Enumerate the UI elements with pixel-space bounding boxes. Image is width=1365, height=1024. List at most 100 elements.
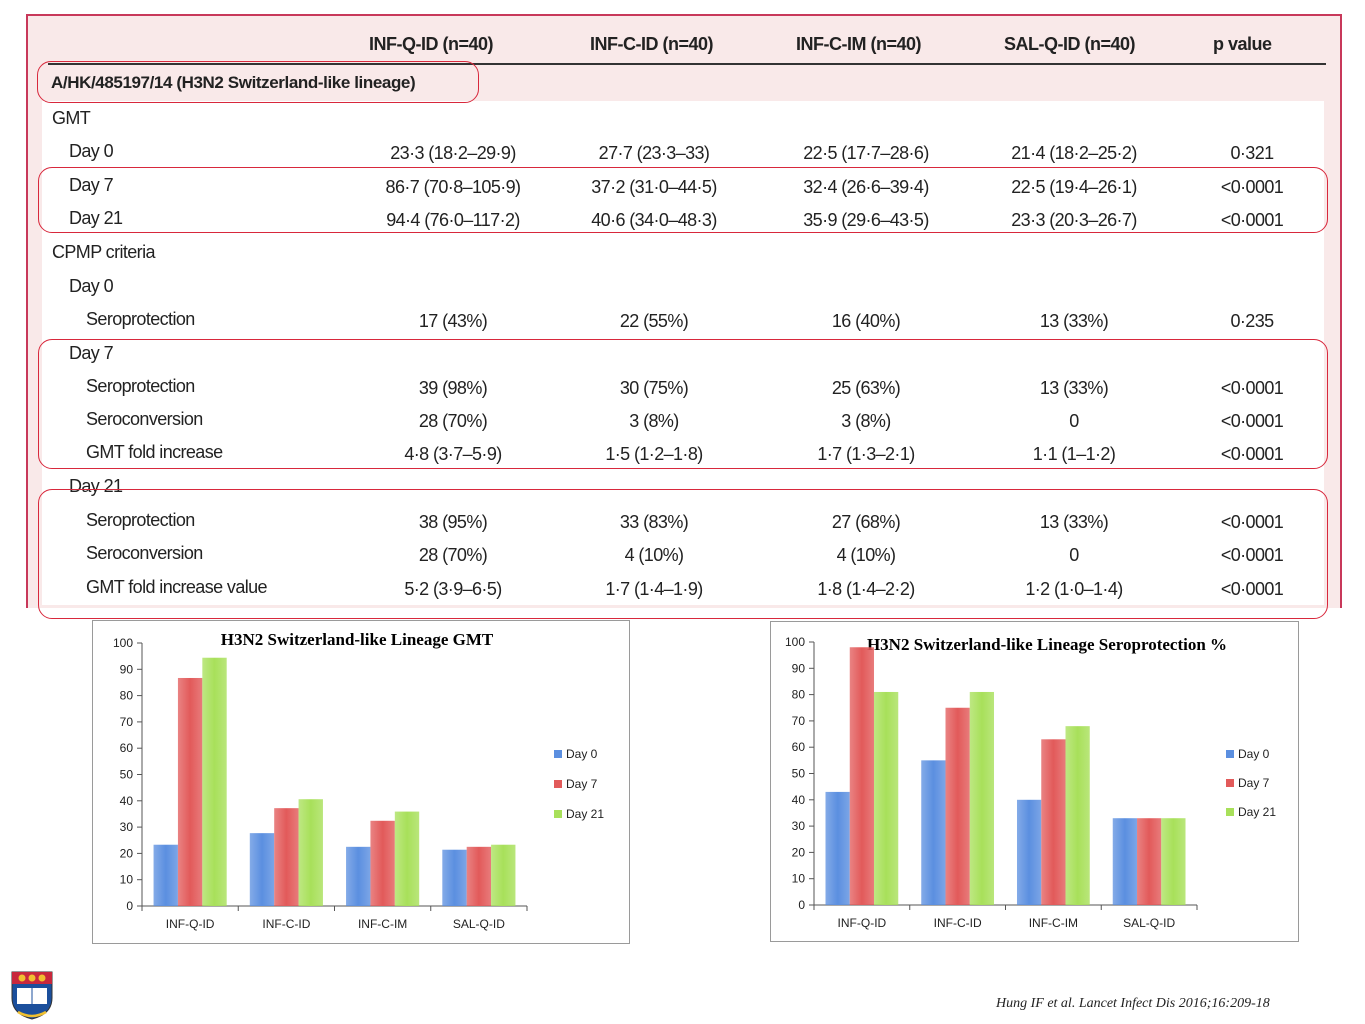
bar-day-0	[1016, 799, 1042, 905]
y-tick-label: 0	[798, 898, 805, 912]
y-tick-label: 40	[792, 793, 806, 807]
legend-label: Day 21	[1238, 805, 1276, 819]
y-tick-label: 90	[792, 661, 806, 675]
table-cell: 32·4 (26·6–39·4)	[803, 177, 929, 197]
table-cell: 4 (10%)	[624, 545, 684, 565]
row-label: Day 7	[69, 343, 114, 363]
bar-day-7	[274, 808, 299, 906]
row-label: Day 7	[69, 175, 114, 195]
table-cell: 23·3 (20·3–26·7)	[1011, 210, 1137, 230]
table-cell: <0·0001	[1220, 210, 1284, 230]
table-cell: 21·4 (18·2–25·2)	[1011, 143, 1137, 163]
strain-row-band	[42, 66, 1324, 100]
bar-day-7	[370, 820, 395, 906]
table-cell: 22·5 (17·7–28·6)	[803, 143, 929, 163]
table-cell: 4·8 (3·7–5·9)	[404, 444, 502, 464]
citation: Hung IF et al. Lancet Infect Dis 2016;16…	[996, 996, 1270, 1011]
legend-swatch	[1226, 808, 1234, 816]
table-cell: 0	[1069, 545, 1079, 565]
table-cell: 13 (33%)	[1039, 512, 1109, 532]
table-cell: 4 (10%)	[836, 545, 896, 565]
bar-day-7	[1136, 818, 1162, 905]
table-cell: 40·6 (34·0–48·3)	[591, 210, 717, 230]
table-cell: 3 (8%)	[629, 411, 679, 431]
table-cell: 0·321	[1230, 143, 1274, 163]
bar-day-21	[969, 691, 995, 905]
y-tick-label: 100	[785, 635, 805, 649]
seroprotection-chart: H3N2 Switzerland-like Lineage Seroprotec…	[770, 621, 1299, 942]
table-cell: 13 (33%)	[1039, 311, 1109, 331]
highlight-cpmp-day7	[38, 339, 1328, 469]
table-cell: 22 (55%)	[619, 311, 689, 331]
table-cell: 1·7 (1·3–2·1)	[817, 444, 915, 464]
y-tick-label: 70	[120, 715, 134, 729]
x-tick-label: INF-C-ID	[934, 916, 982, 930]
table-cell: 1·7 (1·4–1·9)	[605, 579, 703, 599]
highlight-gmt-day7-day21	[38, 167, 1328, 233]
table-cell: 28 (70%)	[418, 545, 488, 565]
legend-label: Day 7	[566, 777, 598, 791]
y-tick-label: 50	[120, 768, 134, 782]
table-cell: 1·2 (1·0–1·4)	[1025, 579, 1123, 599]
y-tick-label: 60	[792, 740, 806, 754]
y-tick-label: 0	[126, 899, 133, 913]
x-tick-label: INF-Q-ID	[166, 917, 215, 931]
legend-swatch	[1226, 779, 1234, 787]
table-cell: 37·2 (31·0–44·5)	[591, 177, 717, 197]
bar-day-0	[442, 849, 467, 906]
row-label: Seroconversion	[86, 409, 203, 429]
bar-day-21	[202, 657, 227, 906]
row-label: Seroprotection	[86, 376, 195, 396]
col-header-p-value: p value	[1213, 34, 1272, 54]
bar-day-21	[394, 811, 420, 906]
bar-day-7	[466, 846, 492, 906]
table-body-area	[42, 101, 1324, 605]
table-cell: 35·9 (29·6–43·5)	[803, 210, 929, 230]
legend-label: Day 0	[1238, 747, 1270, 761]
bar-day-21	[1065, 726, 1090, 905]
chart-svg: H3N2 Switzerland-like Lineage Seroprotec…	[785, 635, 1276, 930]
bar-day-7	[849, 647, 875, 905]
y-tick-label: 100	[113, 636, 133, 650]
table-cell: 0	[1069, 411, 1079, 431]
row-label: GMT fold increase value	[86, 577, 268, 597]
row-label: Seroprotection	[86, 510, 195, 530]
y-tick-label: 50	[792, 767, 806, 781]
row-label: CPMP criteria	[52, 242, 155, 262]
y-tick-label: 10	[792, 872, 806, 886]
row-label: Day 0	[69, 276, 114, 296]
legend-label: Day 21	[566, 807, 604, 821]
table-cell: <0·0001	[1220, 545, 1284, 565]
col-header-inf-q-id: INF-Q-ID (n=40)	[369, 34, 494, 54]
bar-day-7	[177, 677, 203, 906]
row-label: Day 0	[69, 141, 114, 161]
legend-swatch	[554, 780, 562, 788]
x-tick-label: INF-C-IM	[1029, 916, 1078, 930]
bar-day-0	[249, 833, 275, 906]
table-cell: 86·7 (70·8–105·9)	[385, 177, 521, 197]
table-cell: 1·8 (1·4–2·2)	[817, 579, 915, 599]
gmt-chart: H3N2 Switzerland-like Lineage GMT 0 10 20 30…	[92, 620, 630, 944]
legend-label: Day 0	[566, 747, 598, 761]
bar-day-21	[874, 691, 899, 905]
row-label: Seroconversion	[86, 543, 203, 563]
bar-day-7	[945, 707, 970, 905]
row-label: Seroprotection	[86, 309, 195, 329]
table-cell: 13 (33%)	[1039, 378, 1109, 398]
bar-day-7	[1041, 739, 1066, 905]
bar-day-0	[825, 791, 850, 905]
table-cell: 23·3 (18·2–29·9)	[390, 143, 516, 163]
table-cell: 94·4 (76·0–117·2)	[386, 210, 520, 230]
x-tick-label: INF-C-IM	[358, 917, 407, 931]
chart-title: H3N2 Switzerland-like Lineage GMT	[221, 630, 494, 649]
table-cell: 33 (83%)	[619, 512, 689, 532]
y-tick-label: 60	[120, 741, 134, 755]
col-header-inf-c-im: INF-C-IM (n=40)	[796, 34, 922, 54]
table-cell: 38 (95%)	[418, 512, 488, 532]
bar-day-21	[491, 844, 516, 906]
table-cell: 5·2 (3·9–6·5)	[404, 579, 502, 599]
table-cell: <0·0001	[1220, 444, 1284, 464]
row-label: GMT fold increase	[86, 442, 223, 462]
legend-swatch	[554, 750, 562, 758]
table-cell: 1·1 (1–1·2)	[1032, 444, 1116, 464]
